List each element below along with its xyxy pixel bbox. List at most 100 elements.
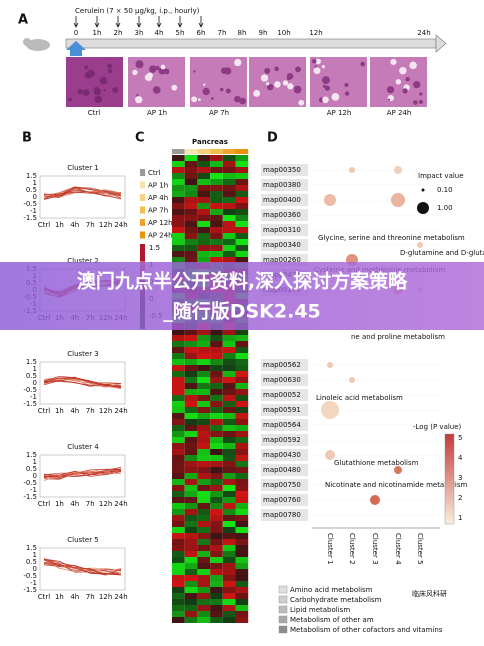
- heat-cell: [197, 587, 211, 593]
- heat-cell: [222, 401, 236, 407]
- bubble: [321, 401, 339, 419]
- heat-cell: [210, 443, 223, 449]
- profile: [43, 377, 122, 385]
- heat-cell: [222, 353, 236, 359]
- heat-cell: [235, 419, 249, 425]
- heat-cell: [184, 605, 198, 611]
- heat-cell: [235, 173, 249, 179]
- map-box: [261, 194, 308, 206]
- tissue: [225, 88, 231, 94]
- x-label: 4h: [70, 593, 79, 601]
- heat-cell: [210, 437, 223, 443]
- heat-cell: [197, 605, 211, 611]
- x-label: Ctrl: [38, 407, 51, 415]
- tissue: [295, 66, 301, 73]
- heat-cell: [222, 257, 236, 263]
- heat-cell: [222, 341, 236, 347]
- mouse: [26, 39, 50, 51]
- x-label: 7h: [86, 407, 95, 415]
- heat-cell: [172, 539, 185, 545]
- p-tick: 4: [458, 454, 463, 462]
- heat-cell: [184, 215, 198, 221]
- heat-cell: [235, 581, 249, 587]
- heat-cell: [235, 551, 249, 557]
- p-tick: 5: [458, 434, 462, 442]
- heat-cell: [197, 239, 211, 245]
- tissue: [390, 58, 397, 65]
- heat-cell: [235, 389, 249, 395]
- heat-cell: [235, 503, 249, 509]
- p-tick: 2: [458, 494, 462, 502]
- group-label: AP 4h: [148, 194, 168, 202]
- heat-cell: [184, 389, 198, 395]
- heat-cell: [235, 215, 249, 221]
- heat-cell: [222, 245, 236, 251]
- heat-cell: [210, 497, 223, 503]
- heat-cell: [235, 599, 249, 605]
- timepoint: 8h: [238, 29, 247, 37]
- x-label: 12h: [99, 593, 112, 601]
- heat-cell: [210, 185, 223, 191]
- map-box: [261, 464, 308, 476]
- timepoint: 1h: [93, 29, 102, 37]
- impact-key: [417, 202, 429, 214]
- heat-cell: [222, 161, 236, 167]
- tissue: [260, 74, 269, 82]
- heat-cell: [235, 365, 249, 371]
- map-box: [261, 434, 308, 446]
- heat-cell: [235, 353, 249, 359]
- map-id: map00260: [263, 256, 301, 264]
- group-strip: [235, 149, 249, 154]
- heat-cell: [210, 593, 223, 599]
- heat-cell: [210, 545, 223, 551]
- map-box: [261, 479, 308, 491]
- heat-cell: [235, 527, 249, 533]
- heat-cell: [172, 455, 185, 461]
- y-tick: 0.5: [26, 186, 37, 194]
- y-tick: 1: [33, 551, 37, 559]
- heat-cell: [184, 227, 198, 233]
- group-label: AP 12h: [148, 219, 173, 227]
- tissue: [82, 89, 90, 96]
- heat-cell: [210, 347, 223, 353]
- heat-cell: [172, 479, 185, 485]
- y-tick: 1.5: [26, 358, 37, 366]
- cluster-title: Cluster 2: [67, 257, 99, 265]
- p-bar: [444, 433, 455, 525]
- tissue: [210, 97, 214, 100]
- heat-cell: [210, 353, 223, 359]
- x-label: 1h: [55, 500, 64, 508]
- tissue: [402, 88, 408, 94]
- heat-cell: [184, 209, 198, 215]
- heat-cell: [210, 449, 223, 455]
- heat-cell: [197, 527, 211, 533]
- category-label: Metabolism of other cofactors and vitami…: [290, 626, 443, 634]
- heat-cell: [184, 569, 198, 575]
- heat-cell: [222, 599, 236, 605]
- heat-cell: [222, 527, 236, 533]
- image-label: Ctrl: [88, 109, 101, 117]
- heat-cell: [222, 485, 236, 491]
- heat-cell: [172, 611, 185, 617]
- heat-cell: [172, 257, 185, 263]
- heat-cell: [235, 335, 249, 341]
- y-tick: 0.5: [26, 465, 37, 473]
- heat-cell: [235, 233, 249, 239]
- tissue: [282, 80, 289, 86]
- heat-cell: [210, 395, 223, 401]
- heat-cell: [172, 155, 185, 161]
- heat-cell: [235, 617, 249, 623]
- image-label: AP 24h: [387, 109, 412, 117]
- heat-cell: [222, 251, 236, 257]
- tissue: [152, 86, 161, 94]
- heat-cell: [197, 389, 211, 395]
- mouse-head: [23, 38, 31, 46]
- map-id: map00052: [263, 391, 301, 399]
- y-tick: 1.5: [26, 172, 37, 180]
- heat-cell: [172, 239, 185, 245]
- heat-cell: [235, 203, 249, 209]
- profile: [43, 470, 122, 477]
- map-box: [261, 494, 308, 506]
- group-strip: [197, 149, 211, 154]
- cluster-title: Cluster 3: [67, 350, 99, 358]
